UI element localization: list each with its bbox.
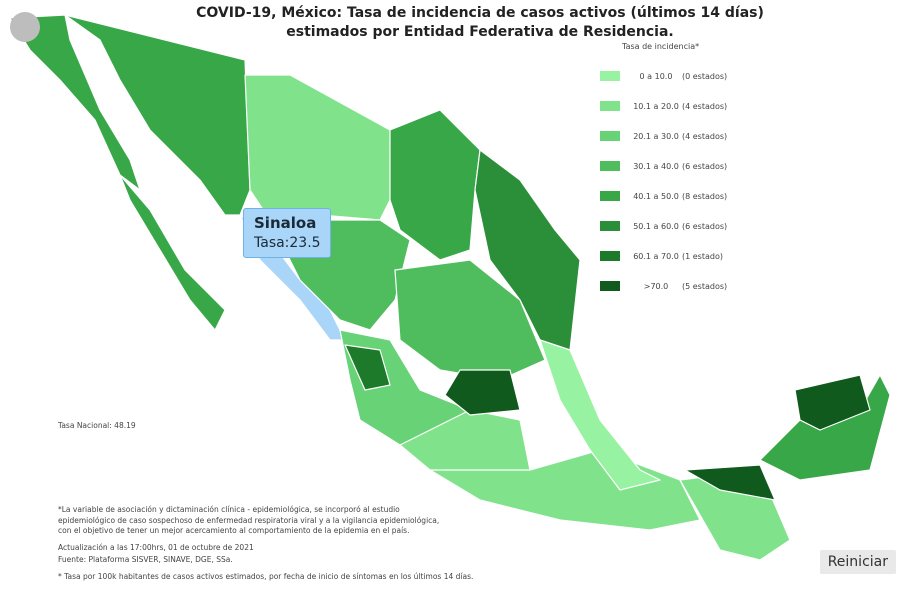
note-line: con el objetivo de tener un mejor acerca…	[58, 526, 410, 535]
national-rate: Tasa Nacional: 48.19	[58, 421, 136, 430]
title-line: estimados por Entidad Federativa de Resi…	[286, 24, 674, 40]
legend-count: (6 estados)	[682, 161, 728, 171]
legend-swatch	[600, 161, 620, 171]
legend-swatch	[600, 251, 620, 261]
legend-swatch	[600, 131, 620, 141]
legend-swatch	[600, 71, 620, 81]
legend-range: 10.1 a 20.0	[633, 101, 679, 111]
legend-count: (8 estados)	[682, 191, 728, 201]
legend-swatch	[600, 101, 620, 111]
legend-range: >70.0	[643, 281, 669, 291]
state	[244, 74, 391, 221]
legend-swatch	[600, 281, 620, 291]
legend-swatch	[600, 191, 620, 201]
legend: Tasa de incidencia* 0 a 10.0 (0 estados) 1…	[600, 42, 750, 301]
tooltip: Sinaloa Tasa:23.5	[243, 208, 331, 258]
download-button[interactable]	[10, 12, 40, 42]
legend-count: (4 estados)	[682, 131, 728, 141]
state	[539, 339, 661, 491]
legend-swatch	[600, 221, 620, 231]
tooltip-rate: Tasa:23.5	[254, 235, 321, 251]
state	[394, 259, 546, 381]
legend-range: 20.1 a 30.0	[633, 131, 679, 141]
legend-item: 50.1 a 60.0 (6 estados)	[600, 211, 750, 241]
note-line: *La variable de asociación y dictaminaci…	[58, 505, 400, 514]
state	[794, 374, 871, 431]
legend-item: 30.1 a 40.0 (6 estados)	[600, 151, 750, 181]
legend-count: (4 estados)	[682, 101, 728, 111]
state	[119, 174, 226, 331]
legend-range: 60.1 a 70.0	[633, 251, 679, 261]
title-line: COVID-19, México: Tasa de incidencia de …	[196, 5, 764, 21]
legend-count: (6 estados)	[682, 221, 728, 231]
state	[344, 344, 391, 391]
legend-item: 20.1 a 30.0 (4 estados)	[600, 121, 750, 151]
legend-item: 60.1 a 70.0 (1 estado)	[600, 241, 750, 271]
legend-range: 40.1 a 50.0	[633, 191, 679, 201]
legend-count: (0 estados)	[682, 71, 728, 81]
tooltip-state: Sinaloa	[254, 214, 317, 232]
legend-range: 30.1 a 40.0	[633, 161, 679, 171]
source: Fuente: Plataforma SISVER, SINAVE, DGE, …	[58, 555, 233, 564]
legend-item: 40.1 a 50.0 (8 estados)	[600, 181, 750, 211]
legend-range: 0 a 10.0	[639, 71, 673, 81]
state	[9, 14, 141, 191]
note-line: epidemiológico de caso sospechoso de enf…	[58, 515, 440, 525]
update: Actualización a las 17:00hrs, 01 de octu…	[58, 542, 254, 552]
legend-item: 10.1 a 20.0 (4 estados)	[600, 91, 750, 121]
legend-count: (5 estados)	[682, 281, 728, 291]
state	[389, 109, 481, 261]
title: COVID-19, México: Tasa de incidencia de …	[160, 4, 800, 42]
footnote: *La variable de asociación y dictaminaci…	[58, 505, 473, 582]
state	[684, 464, 776, 501]
legend-item: 0 a 10.0 (0 estados)	[600, 61, 750, 91]
legend-count: (1 estado)	[682, 251, 723, 261]
reset-button[interactable]: Reiniciar	[819, 550, 896, 574]
rate-definition: * Tasa por 100k habitantes de casos acti…	[58, 571, 474, 581]
legend-item: >70.0 (5 estados)	[600, 271, 750, 301]
legend-title: Tasa de incidencia*	[622, 42, 700, 51]
legend-range: 50.1 a 60.0	[633, 221, 679, 231]
state	[444, 369, 521, 416]
